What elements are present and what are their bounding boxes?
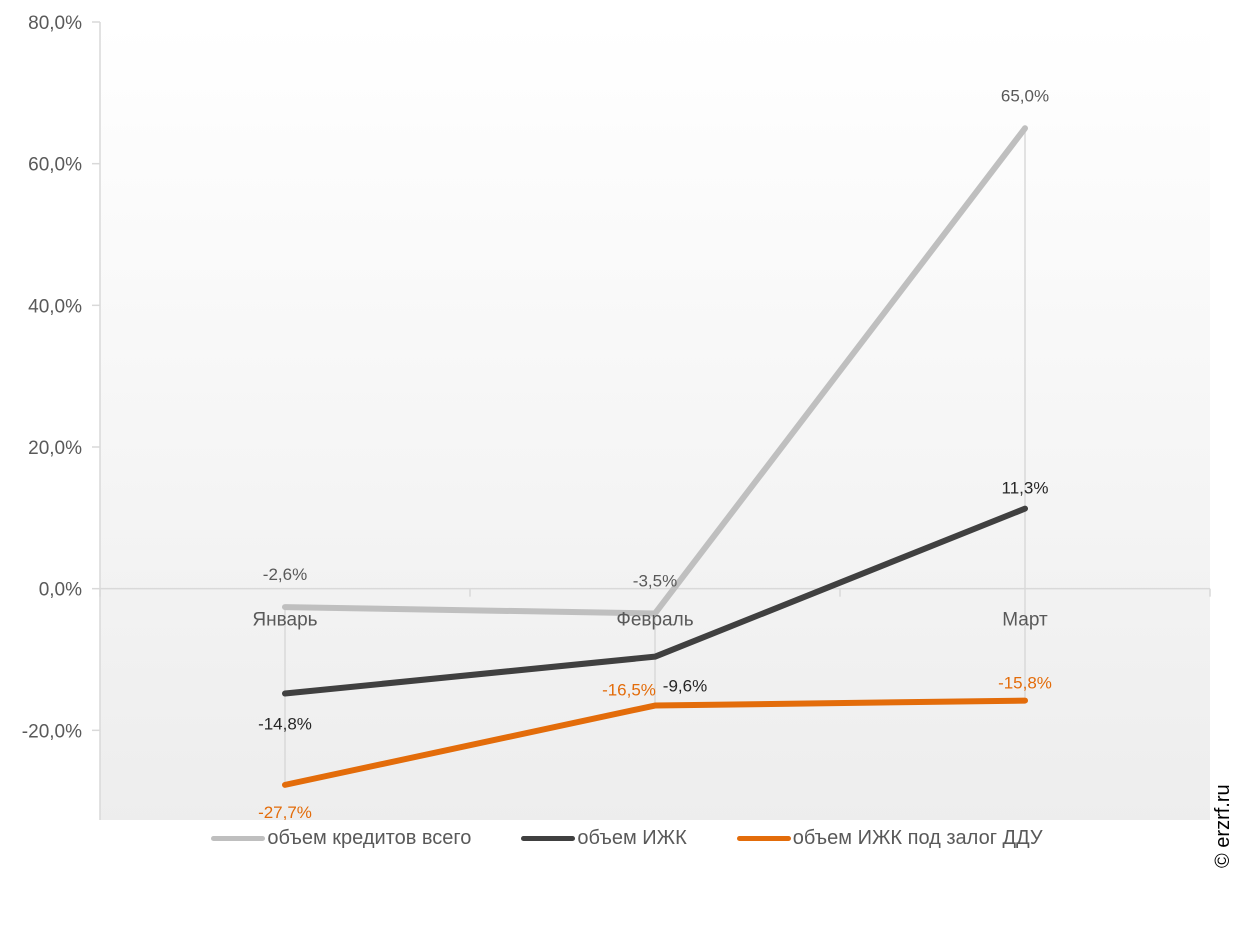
y-tick-label: 20,0% (28, 438, 82, 459)
legend-item: объем кредитов всего (211, 827, 471, 850)
y-tick-label: -20,0% (22, 721, 82, 742)
x-tick-label: Январь (252, 610, 317, 631)
data-label: -3,5% (633, 571, 677, 590)
y-tick-label: 40,0% (28, 296, 82, 317)
data-label: -16,5% (602, 681, 656, 700)
line-chart: 80,0%60,0%40,0%20,0%0,0%-20,0%-40,0% Янв… (22, 13, 1211, 820)
legend-label: объем кредитов всего (267, 826, 472, 849)
y-tick-label: 80,0% (28, 13, 82, 34)
legend-swatch (736, 835, 791, 841)
x-tick-label: Февраль (616, 610, 693, 631)
data-label: -27,7% (258, 803, 312, 820)
data-label: -14,8% (258, 715, 312, 734)
legend-label: объем ИЖК (577, 826, 687, 849)
data-label: -2,6% (263, 565, 307, 584)
legend: объем кредитов всего объем ИЖК объем ИЖК п… (0, 818, 1254, 858)
data-label: -9,6% (663, 677, 707, 696)
legend-label: объем ИЖК под залог ДДУ (792, 826, 1043, 849)
legend-swatch (211, 835, 266, 841)
series-line (282, 697, 1028, 788)
data-label: 65,0% (1001, 86, 1049, 105)
legend-swatch (521, 835, 576, 841)
series-line (282, 125, 1028, 617)
data-label: 11,3% (1002, 479, 1049, 498)
data-label: -15,8% (998, 674, 1052, 693)
legend-item: объем ИЖК под залог ДДУ (736, 826, 1043, 850)
legend-item: объем ИЖК (521, 826, 687, 850)
y-tick-label: 60,0% (28, 155, 82, 176)
y-tick-label: 0,0% (39, 580, 82, 601)
x-tick-label: Март (1002, 610, 1048, 631)
watermark: © erzrf.ru (1212, 784, 1234, 868)
series-line (282, 505, 1028, 697)
